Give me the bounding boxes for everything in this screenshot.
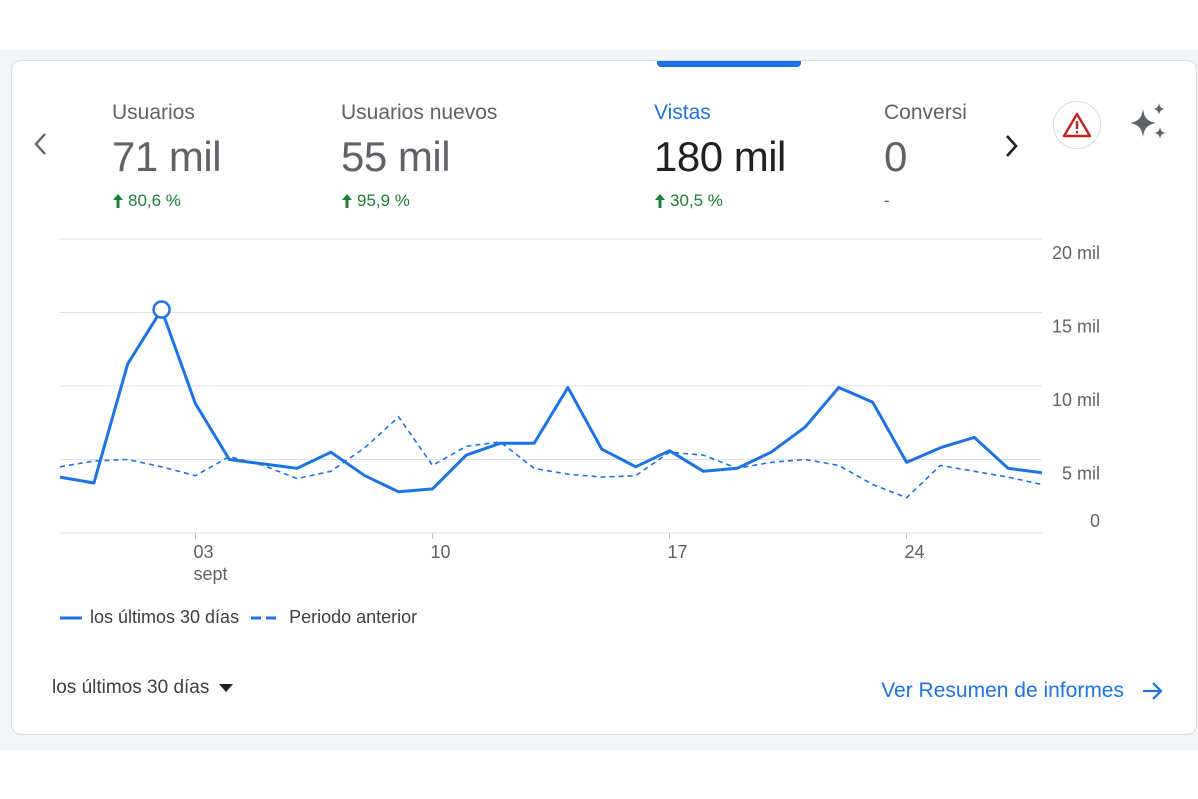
legend-label-current: los últimos 30 días [90,607,240,627]
y-tick-label: 20 mil [1052,243,1100,263]
sparkle-icon [1130,103,1166,139]
y-tick-label: 0 [1090,511,1100,531]
metric-value: 0 [884,133,907,180]
x-tick-label: 17 [668,542,688,562]
metric-label: Usuarios [112,101,195,124]
metric-change-value: 30,5 % [670,191,723,210]
metric-change: 80,6 % [112,191,221,211]
view-reports-summary-link[interactable]: Ver Resumen de informes [881,679,1164,703]
x-tick-label: 24 [905,542,925,562]
date-range-label: los últimos 30 días [52,677,210,698]
metric-value: 71 mil [112,133,222,180]
dashed-line-icon [251,616,282,619]
date-range-dropdown[interactable]: los últimos 30 días [52,677,234,699]
x-tick-sublabel: sept [193,564,227,584]
metric-change-value: 95,9 % [357,191,410,210]
series-line-previous-period [59,416,1043,499]
metric-change: 30,5 % [654,191,786,211]
metric-tab-usuarios-nuevos[interactable]: Usuarios nuevos 55 mil 95,9 % [341,101,497,211]
metric-value: 55 mil [341,133,451,180]
x-tick-label: 10 [430,542,450,562]
legend-label-previous: Periodo anterior [289,607,418,627]
metric-change: - [884,191,1004,211]
legend-item-previous: Periodo anterior [251,607,417,628]
legend-item-current: los últimos 30 días [60,607,239,628]
metric-value: 180 mil [654,133,786,180]
y-tick-label: 15 mil [1052,317,1100,337]
insights-button[interactable] [1126,101,1172,147]
highlight-point [152,300,171,319]
chevron-left-icon [34,133,46,155]
metric-label: Vistas [654,101,711,124]
overview-card: Usuarios 71 mil 80,6 % Usuarios nuevos 5… [11,60,1197,735]
metric-change: 95,9 % [341,191,497,211]
series-line-last-30-days [59,308,1043,494]
solid-line-icon [60,616,82,619]
metric-change-value: 80,6 % [128,191,181,210]
arrow-up-icon [113,194,123,208]
metric-tab-conversiones[interactable]: Conversi 0 - [884,101,1004,211]
y-tick-label: 10 mil [1052,390,1100,410]
warning-icon [1062,112,1092,138]
metric-label: Conversi [884,101,967,124]
arrow-up-icon [655,194,665,208]
chevron-right-icon [1006,135,1018,157]
arrow-right-icon [1143,682,1163,700]
report-link-label: Ver Resumen de informes [881,679,1124,702]
x-tick-label: 03 [193,542,213,562]
metric-tab-vistas[interactable]: Vistas 180 mil 30,5 % [654,101,786,211]
chart-legend: los últimos 30 días Periodo anterior [60,607,417,628]
warning-button[interactable] [1053,101,1101,149]
metric-label: Usuarios nuevos [341,101,498,124]
y-tick-label: 5 mil [1062,464,1100,484]
arrow-up-icon [342,194,352,208]
caret-down-icon [219,684,234,692]
metric-tab-usuarios[interactable]: Usuarios 71 mil 80,6 % [112,101,222,211]
next-metrics-button[interactable] [1000,131,1022,161]
previous-metrics-button[interactable] [30,129,52,159]
active-tab-indicator [657,61,801,67]
metric-change-value: - [884,191,890,210]
